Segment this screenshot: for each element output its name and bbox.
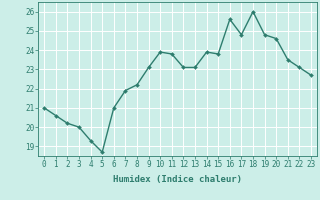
X-axis label: Humidex (Indice chaleur): Humidex (Indice chaleur) xyxy=(113,175,242,184)
